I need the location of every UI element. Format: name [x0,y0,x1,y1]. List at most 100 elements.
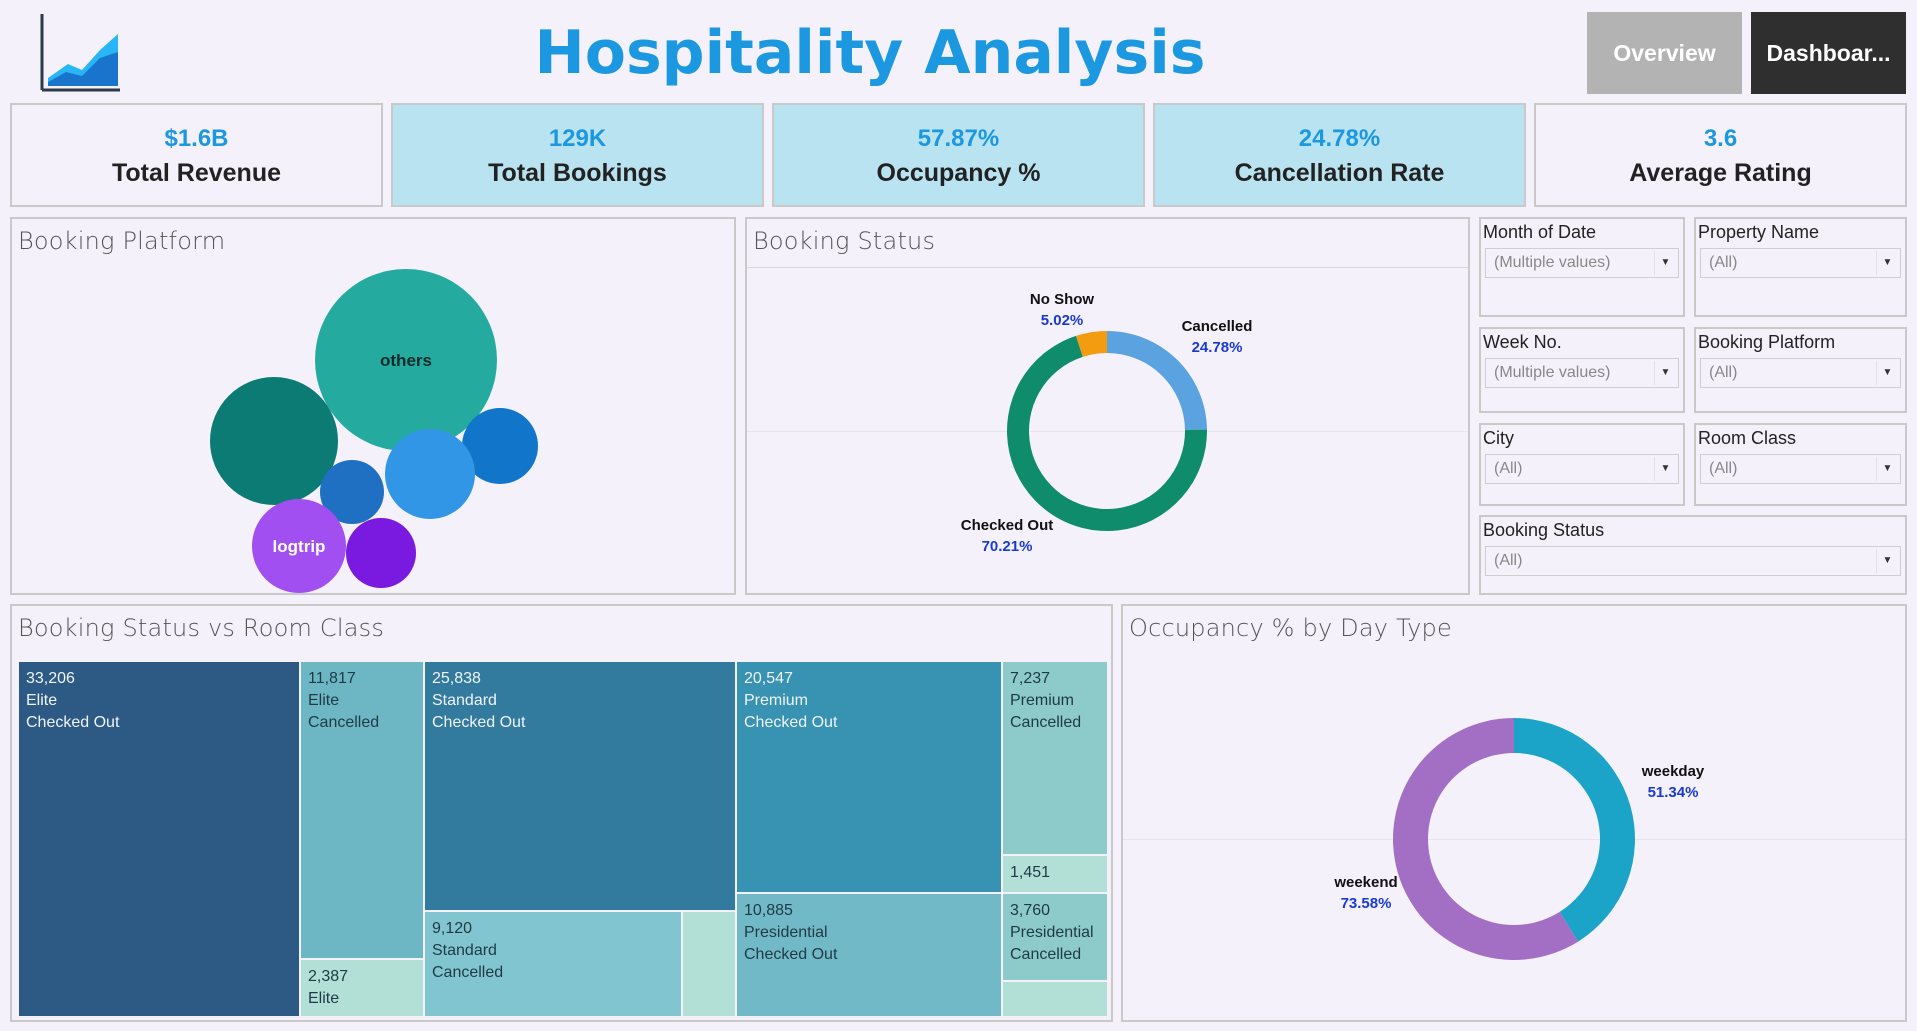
bubble-platform-3[interactable] [462,408,538,484]
chevron-down-icon[interactable]: ▼ [1654,361,1676,385]
kpi-label: Occupancy % [876,159,1041,187]
tile-value: 20,547 [744,670,793,687]
tile-class: Standard [432,942,497,959]
overview-button[interactable]: Overview [1587,12,1742,94]
occupancy-donut [1393,718,1635,960]
tile-value: 3,760 [1010,902,1051,919]
filter-select[interactable]: (Multiple values) ▼ [1485,248,1679,278]
divider [747,267,1468,268]
chevron-down-icon[interactable]: ▼ [1876,361,1898,385]
label-cancelled: Cancelled 24.78% [1181,318,1253,356]
kpi-value: 24.78% [1298,125,1381,152]
tile-class: Premium [1010,692,1075,709]
tile-class: Presidential [744,924,828,941]
label-weekend: weekend 73.58% [1334,874,1398,912]
filter-room-class[interactable]: Room Class (All) ▼ [1694,423,1907,506]
filter-label: Week No. [1483,332,1562,352]
tile-status: Checked Out [26,714,120,731]
tile-status: Cancelled [432,964,504,981]
panel-title: Occupancy % by Day Type [1129,614,1452,642]
logo [38,12,122,94]
filter-select[interactable]: (Multiple values) ▼ [1485,358,1679,388]
chevron-down-icon[interactable]: ▼ [1876,457,1898,481]
kpi-value: 129K [548,125,607,152]
booking-status-panel: Booking Status No Show 5.02% Cancelled 2… [745,217,1470,595]
filter-value: (All) [1709,254,1738,271]
filter-month-of-date[interactable]: Month of Date (Multiple values) ▼ [1479,217,1685,317]
panel-title: Booking Status vs Room Class [18,614,385,642]
chevron-down-icon[interactable]: ▼ [1876,549,1898,573]
filter-city[interactable]: City (All) ▼ [1479,423,1685,506]
filter-value: (Multiple values) [1494,254,1611,271]
bubble-logtrip[interactable] [252,499,346,593]
tile-class: Presidential [1010,924,1094,941]
bubble-platform-7[interactable] [346,518,416,588]
treemap-tile[interactable]: 20,547 Premium Checked Out [737,662,1001,892]
label-no-show: No Show 5.02% [1029,291,1095,329]
donut-segment-cancelled[interactable] [1107,331,1207,430]
tile-class: Elite [308,692,340,709]
treemap-tile[interactable]: 3,760 Presidential Cancelled [1003,894,1107,980]
panel-title: Booking Status [753,227,936,255]
bubble-platform-4[interactable] [320,460,384,524]
treemap-tile[interactable]: 11,817 Elite Cancelled [301,662,423,958]
kpi-label: Total Bookings [488,159,667,187]
donut-segment-weekend[interactable] [1393,718,1579,960]
filter-select[interactable]: (All) ▼ [1485,454,1679,484]
bubble-others[interactable] [315,269,497,451]
filter-select[interactable]: (All) ▼ [1700,248,1901,278]
filter-value: (All) [1709,460,1738,477]
tile-status: Checked Out [744,714,838,731]
bubble-label-others: others [380,351,432,370]
label-checked-out: Checked Out 70.21% [960,517,1054,555]
treemap-tile[interactable]: 7,237 Premium Cancelled [1003,662,1107,854]
donut-segment-weekday[interactable] [1514,718,1635,942]
treemap-tile[interactable]: 33,206 Elite Checked Out [19,662,299,1016]
treemap-tile[interactable] [1003,982,1107,1016]
tile-value: 33,206 [26,670,75,687]
filter-label: Booking Status [1483,520,1605,540]
filter-select[interactable]: (All) ▼ [1485,546,1901,576]
kpi-average-rating: 3.6 Average Rating [1534,103,1907,207]
kpi-label: Average Rating [1629,159,1812,187]
tile-value: 7,237 [1010,670,1051,687]
filter-value: (All) [1494,460,1523,477]
bubble-platform-5[interactable] [385,429,475,519]
kpi-cancellation-rate: 24.78% Cancellation Rate [1153,103,1526,207]
filter-select[interactable]: (All) ▼ [1700,358,1901,388]
chevron-down-icon[interactable]: ▼ [1654,457,1676,481]
treemap-tile[interactable]: 10,885 Presidential Checked Out [737,894,1001,1016]
treemap-tile[interactable] [683,912,735,1016]
booking-status-donut [1007,331,1207,531]
kpi-label: Cancellation Rate [1234,159,1445,187]
chevron-down-icon[interactable]: ▼ [1876,251,1898,275]
booking-platform-panel: Booking Platform others logtrip [10,217,736,595]
kpi-value: 3.6 [1703,125,1738,152]
gridline [747,431,1468,432]
dashboard-button[interactable]: Dashboar... [1751,12,1906,94]
gridline [1123,839,1905,840]
page-title: Hospitality Analysis [534,18,1206,88]
chevron-down-icon[interactable]: ▼ [1654,251,1676,275]
kpi-label: Total Revenue [111,159,282,187]
filter-booking-platform[interactable]: Booking Platform (All) ▼ [1694,327,1907,413]
treemap-tile[interactable]: 9,120 Standard Cancelled [425,912,681,1016]
tile-class: Elite [308,990,340,1007]
treemap-tile[interactable]: 1,451 [1003,856,1107,892]
filter-week-no[interactable]: Week No. (Multiple values) ▼ [1479,327,1685,413]
treemap-panel: Booking Status vs Room Class 33,206 Elite… [10,604,1113,1022]
panel-title: Booking Platform [18,227,226,255]
label-weekday: weekday 51.34% [1641,763,1705,801]
area-chart-icon [40,14,120,92]
treemap-tile[interactable]: 25,838 Standard Checked Out [425,662,735,910]
tile-status: Checked Out [744,946,838,963]
filter-property-name[interactable]: Property Name (All) ▼ [1694,217,1907,317]
filter-booking-status[interactable]: Booking Status (All) ▼ [1479,515,1907,595]
kpi-occupancy: 57.87% Occupancy % [772,103,1145,207]
filter-select[interactable]: (All) ▼ [1700,454,1901,484]
treemap: 33,206 Elite Checked Out 11,817 Elite Cancell… [19,662,1107,1016]
treemap-tile[interactable]: 2,387 Elite [301,960,423,1016]
tile-class: Standard [432,692,497,709]
donut-segment-no-show[interactable] [1075,331,1107,357]
bubble-platform-2[interactable] [210,377,338,505]
